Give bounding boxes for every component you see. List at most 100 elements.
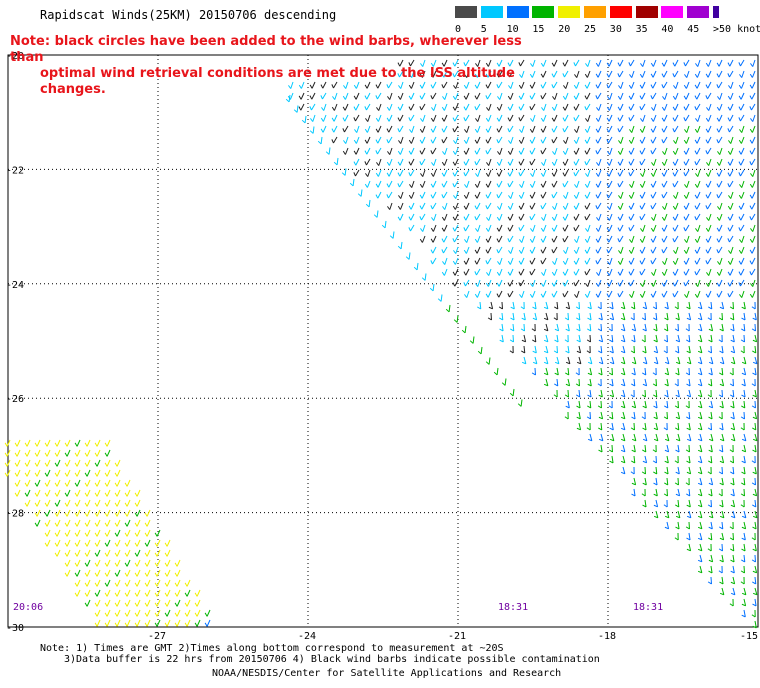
wind-barb [398, 81, 404, 89]
wind-barb [134, 499, 141, 507]
wind-barb [729, 455, 734, 464]
wind-barb [354, 125, 360, 133]
wind-barb [683, 224, 690, 232]
wind-barb [543, 345, 549, 354]
wind-barb [453, 191, 459, 199]
wind-barb [717, 257, 723, 265]
wind-barb [104, 589, 111, 597]
wind-barb [609, 312, 615, 321]
wind-barb [552, 257, 558, 265]
wind-barb [408, 224, 415, 232]
wind-barb [639, 180, 646, 188]
wind-barb [661, 158, 668, 166]
wind-barb [114, 519, 121, 527]
wind-barb [727, 59, 734, 67]
wind-barb [84, 469, 91, 477]
wind-barb [486, 158, 492, 166]
wind-barb [530, 59, 536, 67]
wind-barb [44, 529, 51, 537]
wind-barb [740, 488, 745, 497]
wind-barb [365, 169, 371, 177]
wind-barb [716, 279, 723, 287]
wind-barb [477, 346, 483, 355]
wind-barb [532, 334, 537, 343]
wind-barb [738, 213, 745, 221]
wind-barb [517, 399, 523, 407]
wind-barb [749, 246, 756, 254]
wind-barb [521, 356, 527, 365]
wind-barb [618, 81, 624, 89]
wind-barb [34, 459, 41, 467]
wind-barb [631, 356, 637, 365]
wind-barb [164, 549, 171, 557]
wind-barb [741, 356, 747, 365]
wind-barb [617, 92, 624, 100]
wind-barb [694, 136, 701, 144]
wind-barb [684, 125, 690, 133]
wind-barb [628, 136, 635, 144]
wind-barb [620, 367, 626, 376]
wind-barb [104, 609, 111, 617]
wind-barb [730, 488, 735, 497]
wind-barb [707, 389, 712, 398]
wind-barb [134, 559, 141, 567]
wind-barb [661, 169, 668, 177]
wind-barb [639, 202, 646, 210]
wind-barb [598, 444, 603, 453]
wind-barb [518, 136, 525, 144]
wind-barb [430, 92, 437, 100]
wind-barb [628, 213, 635, 221]
wind-barb [134, 579, 141, 587]
colorbar-label: 30 [609, 24, 622, 35]
wind-barb [707, 466, 712, 475]
wind-barb [441, 114, 448, 122]
wind-barb [617, 235, 624, 243]
wind-barb [752, 433, 758, 442]
grid-lines [8, 55, 758, 627]
wind-barb [741, 433, 747, 442]
colorbar-swatch [455, 6, 477, 18]
map-frame [7, 54, 759, 628]
wind-barb [719, 422, 724, 431]
wind-barb [650, 202, 657, 210]
wind-barb [431, 103, 437, 111]
wind-barb [24, 439, 31, 447]
wind-barb [708, 356, 714, 365]
wind-barb [509, 345, 514, 354]
wind-barb [661, 268, 668, 276]
wind-barb [44, 479, 51, 487]
wind-barb [727, 235, 734, 243]
wind-barb [620, 323, 626, 332]
wind-barb [518, 158, 525, 166]
wind-barb [686, 466, 692, 475]
wind-barb [694, 147, 701, 155]
wind-barb [508, 136, 514, 144]
wind-barb [124, 619, 131, 627]
wind-barb [84, 479, 91, 487]
wind-barb [485, 169, 492, 177]
colorbar-label: 25 [584, 24, 597, 35]
wind-barb [442, 92, 448, 100]
wind-barb [705, 279, 712, 287]
wind-barb [674, 455, 679, 464]
wind-barb [74, 449, 81, 457]
wind-barb [631, 444, 636, 453]
wind-barb [661, 114, 668, 122]
wind-barb [408, 59, 415, 67]
wind-barb [708, 477, 714, 486]
wind-barb [640, 169, 646, 177]
wind-barb [697, 378, 703, 387]
wind-barb [498, 301, 503, 310]
wind-barb [496, 290, 503, 298]
wind-barb [562, 213, 569, 221]
wind-barb [419, 213, 426, 221]
wind-barb [94, 459, 101, 467]
wind-barb [695, 224, 701, 232]
wind-barb [661, 59, 668, 67]
wind-barb [752, 444, 757, 453]
wind-barb [595, 257, 602, 265]
wind-barb [641, 488, 646, 497]
wind-barb [597, 378, 602, 387]
wind-barb [653, 312, 658, 321]
wind-barb [673, 81, 679, 89]
